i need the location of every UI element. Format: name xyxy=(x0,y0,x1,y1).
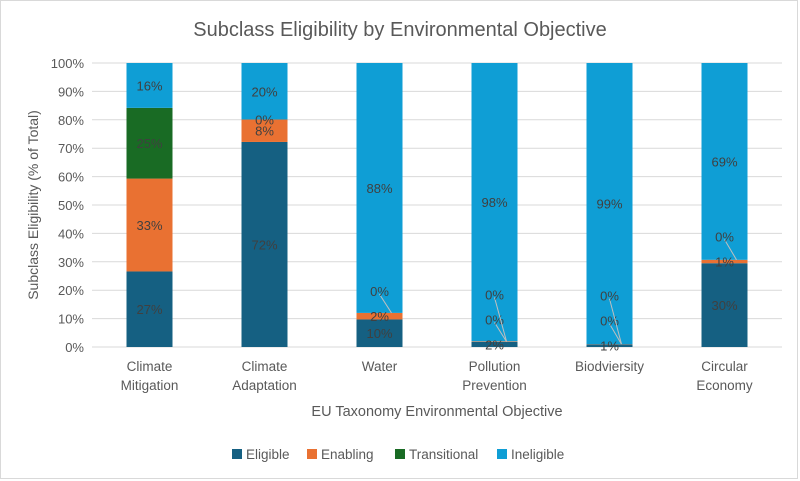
y-tick-label: 10% xyxy=(58,312,84,327)
y-axis-title: Subclass Eligibility (% of Total) xyxy=(25,110,41,300)
data-label-ineligible: 98% xyxy=(481,195,507,210)
bar-segment-transitional xyxy=(126,107,173,179)
y-tick-label: 50% xyxy=(58,198,84,213)
data-label-leader xyxy=(609,323,622,345)
x-category-label: Water xyxy=(362,359,398,374)
data-label-transitional: 0% xyxy=(485,287,504,302)
legend-label-ineligible: Ineligible xyxy=(511,447,564,462)
legend-label-enabling: Enabling xyxy=(321,447,374,462)
legend-swatch-eligible xyxy=(232,449,242,459)
data-label-transitional: 0% xyxy=(370,284,389,299)
data-label-enabling: 0% xyxy=(485,312,504,327)
bar-segment-enabling xyxy=(241,119,288,142)
bar-segment-eligible xyxy=(126,271,173,347)
legend-swatch-enabling xyxy=(307,449,317,459)
bar-segment-enabling xyxy=(701,259,748,264)
y-tick-label: 80% xyxy=(58,113,84,128)
x-category-label: Economy xyxy=(696,378,753,393)
data-label-enabling: 2% xyxy=(370,309,389,324)
bar-segment-ineligible xyxy=(126,63,173,108)
x-category-label: Biodviersity xyxy=(575,359,644,374)
y-tick-label: 100% xyxy=(51,56,85,71)
bar-segment-ineligible xyxy=(701,63,748,260)
bar-segment-eligible xyxy=(356,319,403,347)
data-label-eligible: 27% xyxy=(136,302,162,317)
bar-segment-eligible xyxy=(471,341,518,347)
data-label-leader xyxy=(379,293,392,314)
x-category-label: Adaptation xyxy=(232,378,297,393)
data-label-eligible: 1% xyxy=(600,339,619,354)
data-label-leader xyxy=(494,322,507,342)
legend-swatch-ineligible xyxy=(497,449,507,459)
bar-segment-enabling xyxy=(356,312,403,320)
x-category-label: Mitigation xyxy=(121,378,179,393)
data-label-leader xyxy=(494,297,507,342)
data-label-leader xyxy=(609,298,622,345)
y-tick-label: 90% xyxy=(58,84,84,99)
data-label-eligible: 10% xyxy=(366,326,392,341)
y-tick-label: 0% xyxy=(65,340,84,355)
x-axis-title: EU Taxonomy Environmental Objective xyxy=(311,404,562,420)
x-category-label: Circular xyxy=(701,359,748,374)
data-label-transitional: 0% xyxy=(255,113,274,128)
data-label-eligible: 30% xyxy=(711,298,737,313)
bar-segment-eligible xyxy=(241,141,288,347)
x-category-label: Climate xyxy=(242,359,288,374)
data-label-eligible: 72% xyxy=(251,237,277,252)
data-label-eligible: 2% xyxy=(485,337,504,352)
data-label-enabling: 8% xyxy=(255,124,274,139)
data-label-ineligible: 20% xyxy=(251,84,277,99)
data-label-enabling: 33% xyxy=(136,218,162,233)
bar-segment-eligible xyxy=(586,344,633,347)
data-label-transitional: 25% xyxy=(136,136,162,151)
legend-label-transitional: Transitional xyxy=(409,447,478,462)
x-category-label: Prevention xyxy=(462,378,527,393)
y-tick-label: 60% xyxy=(58,170,84,185)
bar-segment-ineligible xyxy=(356,63,403,313)
y-tick-label: 70% xyxy=(58,141,84,156)
bar-segment-ineligible xyxy=(586,63,633,345)
legend-label-eligible: Eligible xyxy=(246,447,290,462)
data-label-leader xyxy=(724,239,737,261)
y-tick-label: 20% xyxy=(58,283,84,298)
bar-segment-enabling xyxy=(126,178,173,272)
bar-segment-enabling xyxy=(471,341,518,342)
data-label-transitional: 0% xyxy=(715,230,734,245)
y-tick-label: 40% xyxy=(58,226,84,241)
bar-segment-ineligible xyxy=(241,63,288,120)
x-category-label: Climate xyxy=(127,359,173,374)
x-category-label: Pollution xyxy=(469,359,521,374)
data-label-transitional: 0% xyxy=(600,289,619,304)
chart-title: Subclass Eligibility by Environmental Ob… xyxy=(193,19,607,41)
data-label-ineligible: 88% xyxy=(366,181,392,196)
data-label-ineligible: 16% xyxy=(136,78,162,93)
bar-segment-ineligible xyxy=(471,63,518,342)
data-label-enabling: 1% xyxy=(715,255,734,270)
bar-segment-eligible xyxy=(701,263,748,347)
data-label-ineligible: 69% xyxy=(711,154,737,169)
legend-swatch-transitional xyxy=(395,449,405,459)
data-label-ineligible: 99% xyxy=(596,197,622,212)
y-tick-label: 30% xyxy=(58,255,84,270)
